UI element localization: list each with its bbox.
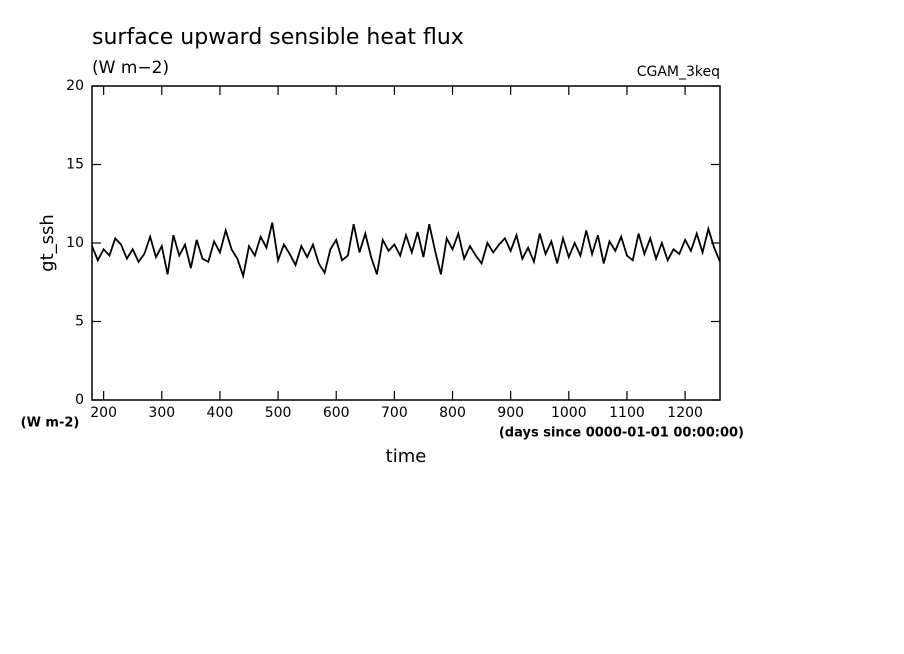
x-tick-label: 300: [148, 405, 175, 421]
x-axis-units: (days since 0000-01-01 00:00:00): [499, 426, 744, 441]
x-tick-label: 400: [207, 405, 234, 421]
y-tick-label: 10: [66, 235, 84, 251]
y-tick-label: 5: [75, 314, 84, 330]
x-tick-label: 800: [439, 405, 466, 421]
chart-subtitle: (W m−2): [92, 58, 169, 78]
x-tick-label: 600: [323, 405, 350, 421]
x-tick-label: 200: [90, 405, 117, 421]
y-axis-units: (W m-2): [21, 416, 80, 431]
x-axis-label: time: [386, 446, 427, 467]
x-tick-label: 900: [497, 405, 524, 421]
y-tick-label: 20: [66, 78, 84, 94]
annotation: CGAM_3keq: [637, 64, 720, 80]
x-tick-label: 700: [381, 405, 408, 421]
y-tick-label: 0: [75, 392, 84, 408]
data-line: [91, 222, 721, 280]
x-tick-label: 1000: [551, 405, 587, 421]
y-tick-label: 15: [66, 157, 84, 173]
y-axis-label: gt_ssh: [37, 214, 58, 272]
x-tick-label: 500: [265, 405, 292, 421]
chart-title: surface upward sensible heat flux: [92, 25, 464, 50]
x-tick-label: 1200: [667, 405, 703, 421]
x-tick-label: 1100: [609, 405, 645, 421]
